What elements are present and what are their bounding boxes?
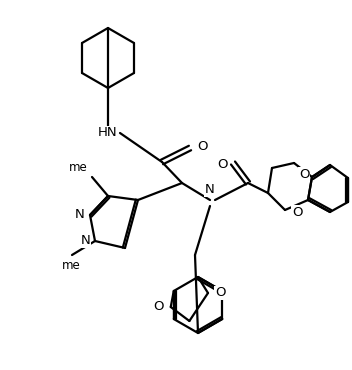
Text: O: O — [153, 300, 164, 313]
Text: me: me — [69, 161, 88, 174]
Text: N: N — [205, 183, 215, 196]
Text: N: N — [80, 235, 90, 248]
Text: O: O — [292, 205, 302, 219]
Text: O: O — [197, 141, 207, 154]
Text: O: O — [299, 168, 309, 181]
Text: me: me — [62, 259, 80, 272]
Text: HN: HN — [98, 127, 118, 139]
Text: N: N — [75, 209, 85, 222]
Text: O: O — [218, 158, 228, 172]
Text: O: O — [215, 286, 226, 299]
